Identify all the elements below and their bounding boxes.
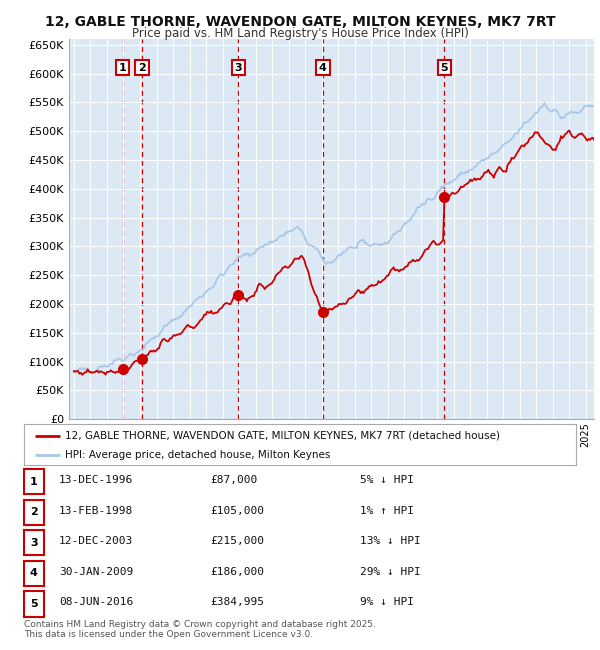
Text: 3: 3 <box>235 62 242 73</box>
Text: Contains HM Land Registry data © Crown copyright and database right 2025.
This d: Contains HM Land Registry data © Crown c… <box>24 619 376 639</box>
Text: £215,000: £215,000 <box>210 536 264 546</box>
Text: 1: 1 <box>119 62 127 73</box>
Text: 2: 2 <box>30 508 38 517</box>
Text: 9% ↓ HPI: 9% ↓ HPI <box>360 597 414 607</box>
Text: 12, GABLE THORNE, WAVENDON GATE, MILTON KEYNES, MK7 7RT: 12, GABLE THORNE, WAVENDON GATE, MILTON … <box>44 15 556 29</box>
Text: 13-FEB-1998: 13-FEB-1998 <box>59 506 133 515</box>
Text: 13-DEC-1996: 13-DEC-1996 <box>59 475 133 485</box>
Text: £384,995: £384,995 <box>210 597 264 607</box>
Text: 12-DEC-2003: 12-DEC-2003 <box>59 536 133 546</box>
Text: 5: 5 <box>440 62 448 73</box>
Text: Price paid vs. HM Land Registry's House Price Index (HPI): Price paid vs. HM Land Registry's House … <box>131 27 469 40</box>
Text: 2: 2 <box>138 62 146 73</box>
Text: £186,000: £186,000 <box>210 567 264 577</box>
Text: 5% ↓ HPI: 5% ↓ HPI <box>360 475 414 485</box>
Text: 08-JUN-2016: 08-JUN-2016 <box>59 597 133 607</box>
Text: 13% ↓ HPI: 13% ↓ HPI <box>360 536 421 546</box>
Text: 30-JAN-2009: 30-JAN-2009 <box>59 567 133 577</box>
Text: 4: 4 <box>30 569 38 578</box>
Text: 5: 5 <box>30 599 38 609</box>
Text: 1% ↑ HPI: 1% ↑ HPI <box>360 506 414 515</box>
Text: 4: 4 <box>319 62 327 73</box>
Text: 3: 3 <box>30 538 38 548</box>
Text: £105,000: £105,000 <box>210 506 264 515</box>
Text: 29% ↓ HPI: 29% ↓ HPI <box>360 567 421 577</box>
Text: 1: 1 <box>30 477 38 487</box>
Text: 12, GABLE THORNE, WAVENDON GATE, MILTON KEYNES, MK7 7RT (detached house): 12, GABLE THORNE, WAVENDON GATE, MILTON … <box>65 431 500 441</box>
Text: HPI: Average price, detached house, Milton Keynes: HPI: Average price, detached house, Milt… <box>65 450 331 460</box>
Text: £87,000: £87,000 <box>210 475 257 485</box>
